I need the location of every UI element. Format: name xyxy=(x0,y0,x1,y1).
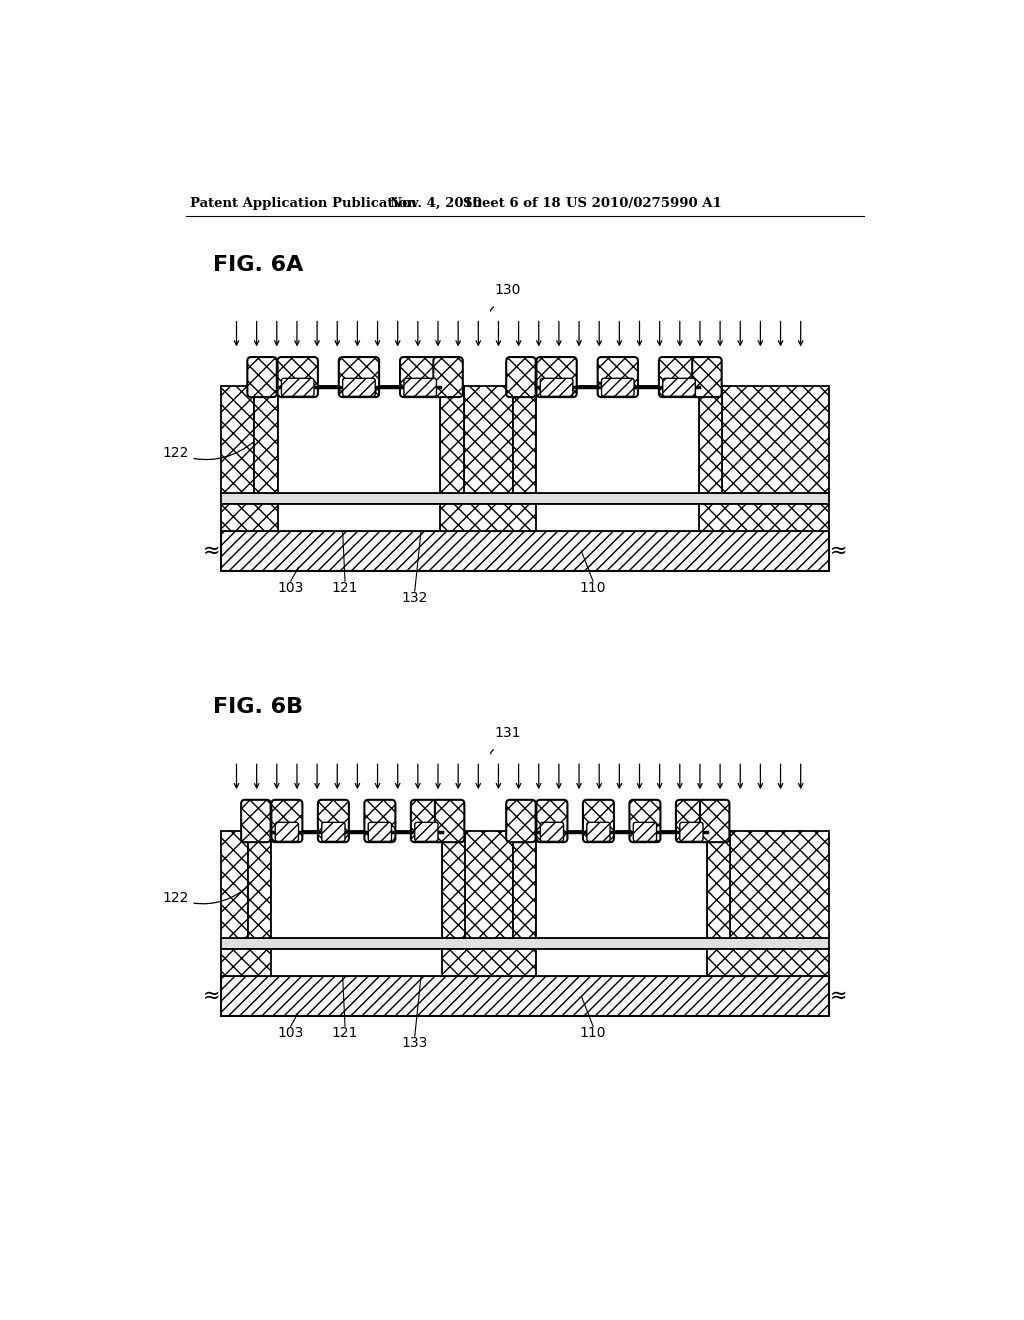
Text: FIG. 6B: FIG. 6B xyxy=(213,697,303,717)
Bar xyxy=(254,385,278,494)
Text: ≈: ≈ xyxy=(203,541,220,561)
Text: Sheet 6 of 18: Sheet 6 of 18 xyxy=(463,197,560,210)
Text: ≈: ≈ xyxy=(829,541,848,561)
Bar xyxy=(221,385,254,494)
Text: 122: 122 xyxy=(162,441,255,461)
Bar xyxy=(221,494,829,504)
Bar xyxy=(537,385,699,494)
FancyBboxPatch shape xyxy=(400,358,440,397)
Bar xyxy=(730,830,829,939)
Bar xyxy=(707,830,730,939)
Text: ≈: ≈ xyxy=(829,986,848,1006)
Bar xyxy=(221,977,829,1016)
Text: Nov. 4, 2010: Nov. 4, 2010 xyxy=(390,197,482,210)
Bar xyxy=(537,830,707,939)
FancyBboxPatch shape xyxy=(658,358,699,397)
FancyBboxPatch shape xyxy=(676,800,707,842)
Text: 121: 121 xyxy=(332,581,358,595)
FancyBboxPatch shape xyxy=(403,379,436,396)
FancyBboxPatch shape xyxy=(435,800,464,842)
FancyBboxPatch shape xyxy=(598,358,638,397)
FancyBboxPatch shape xyxy=(271,800,302,842)
Text: FIG. 6A: FIG. 6A xyxy=(213,255,304,275)
FancyBboxPatch shape xyxy=(633,822,656,841)
FancyBboxPatch shape xyxy=(541,379,572,396)
FancyBboxPatch shape xyxy=(692,358,722,397)
Bar xyxy=(699,385,722,494)
Text: 110: 110 xyxy=(580,1026,606,1040)
Text: 131: 131 xyxy=(495,726,521,739)
FancyBboxPatch shape xyxy=(537,358,577,397)
FancyBboxPatch shape xyxy=(630,800,660,842)
FancyBboxPatch shape xyxy=(433,358,463,397)
Text: 121: 121 xyxy=(332,1026,358,1040)
FancyBboxPatch shape xyxy=(680,822,703,841)
FancyBboxPatch shape xyxy=(317,800,349,842)
Text: 122: 122 xyxy=(162,886,249,906)
Bar xyxy=(278,504,440,531)
Text: ≈: ≈ xyxy=(203,986,220,1006)
Text: 130: 130 xyxy=(495,282,521,297)
FancyBboxPatch shape xyxy=(601,379,634,396)
FancyBboxPatch shape xyxy=(322,822,345,841)
FancyBboxPatch shape xyxy=(282,379,314,396)
Text: 103: 103 xyxy=(278,1026,304,1040)
FancyBboxPatch shape xyxy=(369,822,391,841)
FancyBboxPatch shape xyxy=(275,822,299,841)
Bar xyxy=(221,949,829,975)
Bar xyxy=(464,385,513,494)
FancyBboxPatch shape xyxy=(583,800,614,842)
Text: Patent Application Publication: Patent Application Publication xyxy=(190,197,417,210)
Bar xyxy=(271,949,442,975)
Text: 132: 132 xyxy=(401,591,428,605)
FancyBboxPatch shape xyxy=(415,822,438,841)
FancyBboxPatch shape xyxy=(343,379,375,396)
FancyBboxPatch shape xyxy=(541,822,563,841)
FancyBboxPatch shape xyxy=(411,800,442,842)
Bar xyxy=(513,385,537,494)
FancyBboxPatch shape xyxy=(241,800,270,842)
Bar xyxy=(271,830,442,939)
Bar xyxy=(221,504,829,531)
FancyBboxPatch shape xyxy=(663,379,695,396)
Bar xyxy=(221,939,829,949)
FancyBboxPatch shape xyxy=(700,800,729,842)
FancyBboxPatch shape xyxy=(506,358,536,397)
FancyBboxPatch shape xyxy=(537,800,567,842)
Bar xyxy=(722,385,829,494)
FancyBboxPatch shape xyxy=(587,822,610,841)
Bar xyxy=(278,385,440,494)
Text: 133: 133 xyxy=(401,1036,428,1051)
Text: US 2010/0275990 A1: US 2010/0275990 A1 xyxy=(566,197,722,210)
FancyBboxPatch shape xyxy=(278,358,317,397)
Bar xyxy=(537,504,699,531)
Bar xyxy=(465,830,513,939)
Bar xyxy=(537,949,707,975)
Bar xyxy=(221,830,248,939)
Bar xyxy=(513,830,537,939)
FancyBboxPatch shape xyxy=(339,358,379,397)
Bar xyxy=(221,531,829,572)
FancyBboxPatch shape xyxy=(248,358,276,397)
FancyBboxPatch shape xyxy=(365,800,395,842)
FancyBboxPatch shape xyxy=(506,800,536,842)
Bar xyxy=(248,830,271,939)
Bar xyxy=(442,830,465,939)
Text: 103: 103 xyxy=(278,581,304,595)
Text: 110: 110 xyxy=(580,581,606,595)
Bar xyxy=(440,385,464,494)
